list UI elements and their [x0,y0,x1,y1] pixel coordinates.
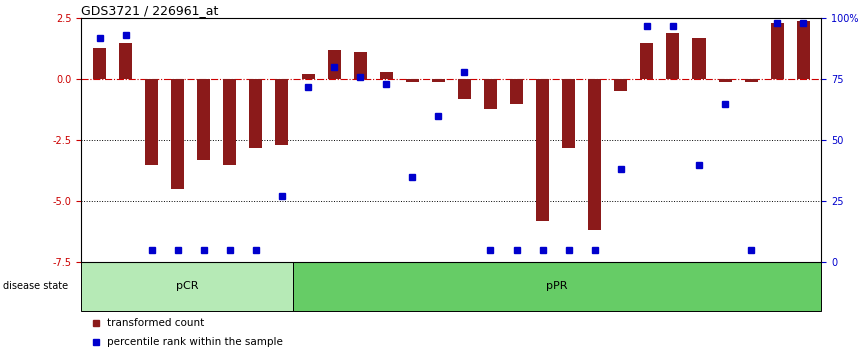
Bar [510,79,523,104]
Bar [693,38,706,79]
Bar [484,79,497,109]
Bar [719,79,732,82]
FancyBboxPatch shape [81,262,293,311]
Bar [458,79,471,99]
Bar [145,79,158,165]
Text: pPR: pPR [546,281,568,291]
Bar [406,79,419,82]
Bar [119,43,132,79]
Bar [588,79,601,230]
Bar [353,52,366,79]
Bar [197,79,210,160]
Bar [171,79,184,189]
Bar [93,47,106,79]
Bar [432,79,445,82]
Bar [771,23,784,79]
Text: GDS3721 / 226961_at: GDS3721 / 226961_at [81,4,218,17]
Bar [614,79,627,91]
Text: disease state: disease state [3,281,68,291]
Bar [536,79,549,221]
Bar [379,72,393,79]
Bar [797,21,810,79]
Bar [223,79,236,165]
Bar [745,79,758,82]
Bar [667,33,680,79]
Text: pCR: pCR [176,281,198,291]
FancyBboxPatch shape [293,262,822,311]
Bar [249,79,262,148]
Text: transformed count: transformed count [107,318,204,327]
Bar [301,74,314,79]
Bar [275,79,288,145]
Text: percentile rank within the sample: percentile rank within the sample [107,337,283,347]
Bar [327,50,340,79]
Bar [640,43,653,79]
Bar [562,79,575,148]
